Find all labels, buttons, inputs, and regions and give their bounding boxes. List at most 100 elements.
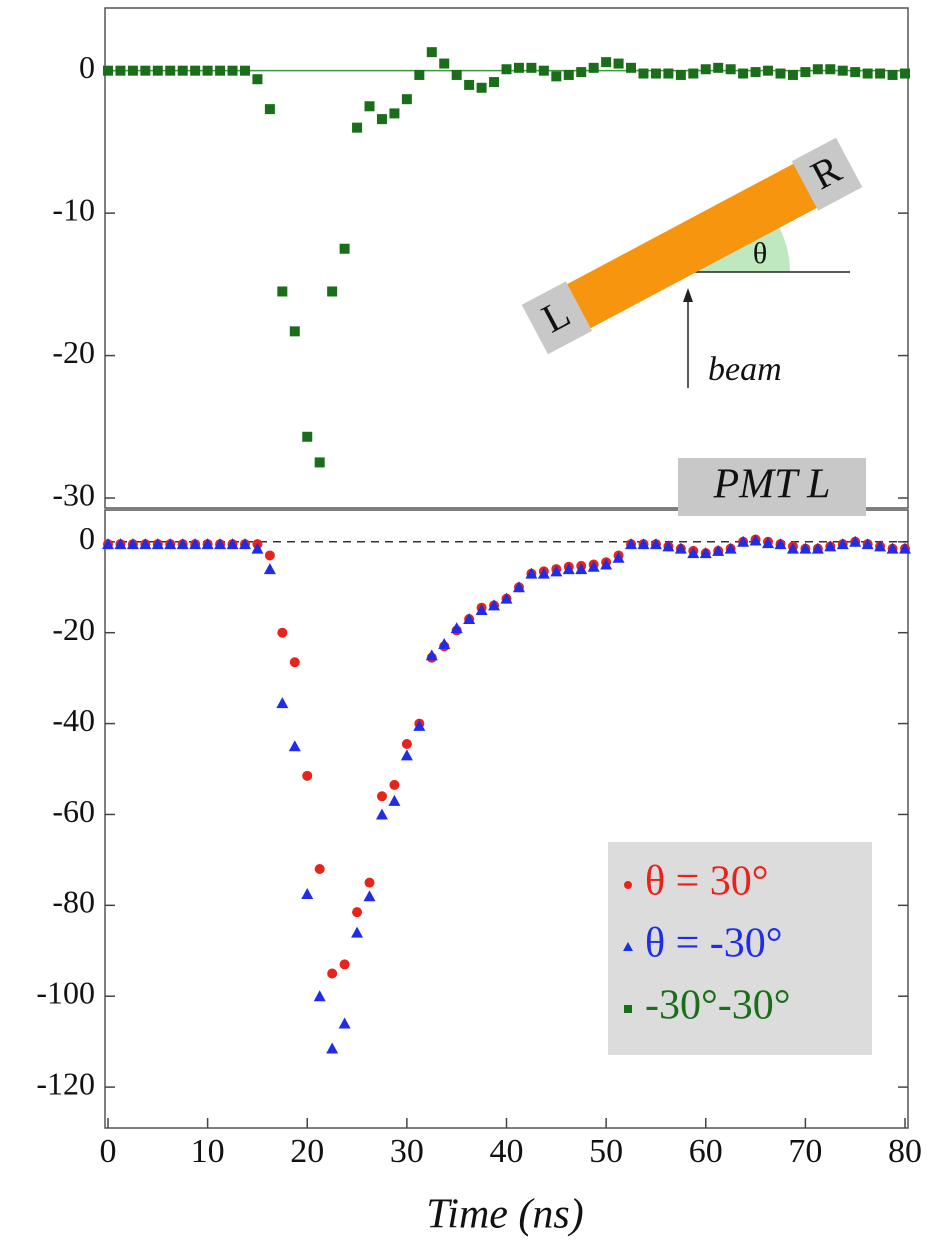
marker [850,67,861,78]
marker [176,538,189,550]
legend-marker [623,942,633,951]
marker [637,538,650,550]
marker [500,592,513,604]
marker [613,58,624,69]
marker [263,563,276,575]
marker [327,968,338,979]
marker [488,599,501,611]
marker [388,794,401,806]
marker [140,65,151,76]
marker [438,638,451,650]
marker [576,67,587,78]
marker [687,547,700,559]
marker [226,538,239,550]
pmt-right [791,137,863,211]
marker [675,69,686,80]
marker [861,538,874,550]
marker [663,68,674,79]
marker [588,62,599,73]
marker [301,887,314,899]
marker [114,538,127,550]
beam-arrowhead [683,288,693,302]
marker [190,65,201,76]
legend-marker [624,881,632,889]
marker [688,68,699,79]
legend-label: -30°-30° [645,983,791,1029]
x-axis-label: Time (ns) [426,1192,584,1238]
x-tick-label: 30 [390,1133,424,1170]
y-tick-label: -20 [52,334,95,370]
marker [513,62,524,73]
marker [763,65,774,76]
marker [251,542,264,554]
marker [401,94,412,105]
marker [550,565,563,577]
marker [314,457,325,468]
title-box [678,458,866,516]
marker [464,79,475,90]
marker [426,47,437,58]
marker [127,65,138,76]
marker [414,69,425,80]
marker [649,538,662,550]
marker [825,64,836,75]
marker [400,749,413,761]
marker [862,68,873,79]
marker [725,64,736,75]
y-tick-label: -100 [36,975,95,1011]
marker [314,863,325,874]
marker [115,65,126,76]
y-tick-label: -60 [52,793,95,829]
marker [799,542,812,554]
marker [327,286,338,297]
marker [339,243,350,254]
x-tick-label: 70 [788,1133,822,1170]
detector: LR [521,137,863,355]
marker [126,538,139,550]
marker [364,101,375,112]
marker [352,907,363,918]
marker [713,62,724,73]
marker [563,69,574,80]
marker [202,65,213,76]
marker [302,431,313,442]
y-tick-label: 0 [79,520,95,556]
marker [849,535,862,547]
marker [302,770,313,781]
marker [587,560,600,572]
marker [177,65,188,76]
marker [189,538,202,550]
marker [712,544,725,556]
marker [601,57,612,68]
marker [489,77,500,88]
x-tick-label: 10 [191,1133,225,1170]
marker [476,82,487,93]
marker [165,65,176,76]
marker [700,64,711,75]
y-tick-label: 0 [79,49,95,85]
y-tick-label: -20 [52,611,95,647]
marker [463,613,476,625]
marker [389,779,400,790]
marker [662,540,675,552]
y-tick-label: -120 [36,1065,95,1101]
marker [800,67,811,78]
angle-label: θ [753,237,767,270]
marker [439,58,450,69]
legend-label: θ = 30° [645,859,769,905]
marker [724,542,737,554]
x-tick-label: 80 [888,1133,922,1170]
marker [762,537,775,549]
y-tick-label: -80 [52,884,95,920]
marker [699,547,712,559]
marker [264,104,275,115]
x-tick-label: 20 [290,1133,324,1170]
marker [875,68,886,79]
marker [625,538,638,550]
marker [612,551,625,563]
marker [276,697,289,709]
marker [900,68,911,79]
marker [899,542,912,554]
marker [277,627,288,638]
